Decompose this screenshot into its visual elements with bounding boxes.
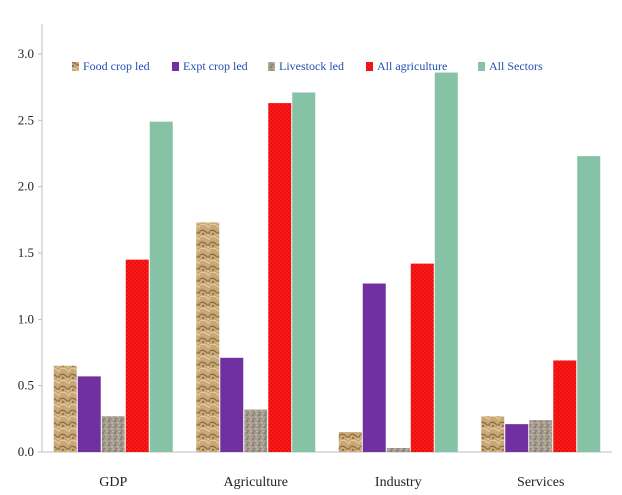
- legend-swatch: [72, 62, 79, 71]
- bar-all-sectors-agriculture: [292, 92, 316, 453]
- bar-all-agriculture-gdp: [125, 259, 149, 452]
- bar-food-crop-led-gdp: [53, 365, 77, 452]
- bar-food-crop-led-agriculture: [196, 222, 220, 452]
- y-tick-label: 3.0: [18, 46, 34, 61]
- bar-livestock-led-services: [529, 420, 553, 452]
- legend-swatch: [366, 62, 373, 71]
- x-category-label: GDP: [99, 475, 127, 490]
- bar-livestock-led-agriculture: [244, 409, 268, 452]
- y-tick-label: 2.5: [18, 112, 34, 127]
- bar-livestock-led-gdp: [101, 416, 125, 452]
- y-tick-label: 0.5: [18, 378, 34, 393]
- chart-legend: Food crop led Expt crop led Livestock led A…: [72, 59, 543, 73]
- bar-expt-crop-led-services: [505, 424, 529, 452]
- x-category-label: Services: [517, 475, 564, 490]
- bar-food-crop-led-services: [481, 416, 505, 452]
- bar-all-agriculture-industry: [410, 263, 434, 452]
- y-tick-label: 2.0: [18, 179, 34, 194]
- legend-label: Livestock led: [279, 59, 344, 73]
- legend-swatch: [172, 62, 179, 71]
- bar-livestock-led-industry: [386, 448, 410, 452]
- bar-all-agriculture-agriculture: [268, 103, 292, 452]
- legend-swatch: [268, 62, 275, 71]
- chart-axes: 0.0 0.5 1.0 1.5 2.0 2.5 3.0 GDP Agriculture Indus…: [18, 24, 612, 490]
- legend-label: All Sectors: [489, 59, 543, 73]
- bar-expt-crop-led-industry: [362, 283, 386, 452]
- bar-all-sectors-services: [577, 156, 601, 453]
- bar-expt-crop-led-gdp: [77, 376, 101, 452]
- bar-expt-crop-led-agriculture: [220, 357, 244, 452]
- legend-label: Expt crop led: [183, 59, 248, 73]
- bar-all-agriculture-services: [553, 360, 577, 452]
- bar-food-crop-led-industry: [338, 432, 362, 452]
- legend-label: All agriculture: [377, 59, 447, 73]
- y-tick-label: 1.5: [18, 245, 34, 260]
- y-tick-label: 1.0: [18, 311, 34, 326]
- y-tick-label: 0.0: [18, 444, 34, 459]
- legend-swatch: [478, 62, 485, 71]
- legend-label: Food crop led: [83, 59, 150, 73]
- x-category-label: Agriculture: [223, 475, 288, 490]
- x-category-label: Industry: [375, 475, 422, 490]
- chart-bars: [53, 72, 601, 453]
- bar-all-sectors-gdp: [149, 121, 173, 452]
- bar-all-sectors-industry: [434, 72, 458, 452]
